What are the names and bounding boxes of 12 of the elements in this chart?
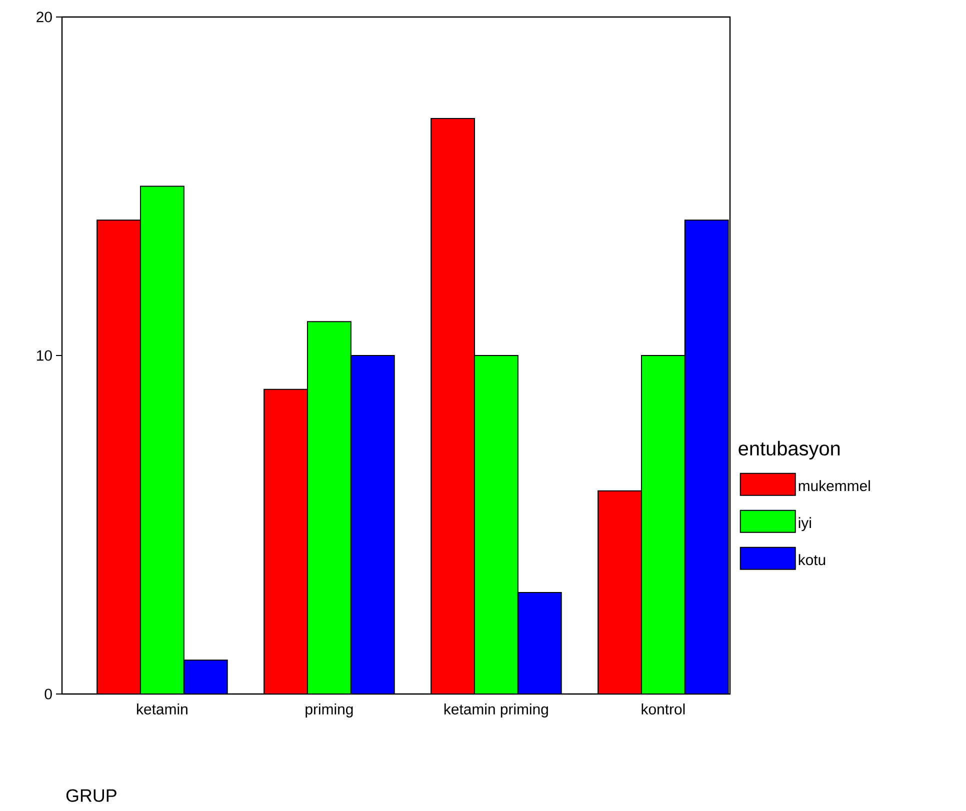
legend-label: iyi (798, 517, 811, 532)
y-tick-label: 20 (36, 12, 52, 22)
y-tick-label: 10 (37, 350, 52, 361)
x-axis-title: GRUP (66, 789, 116, 802)
x-tick-label: ketamin (137, 704, 188, 714)
x-tick-label: priming (306, 704, 353, 718)
legend-title: entubasyon (738, 440, 840, 460)
y-tick-label: 0 (44, 688, 52, 700)
legend-label: mukemmel (798, 480, 870, 492)
x-tick-label: ketamin priming (444, 704, 548, 718)
legend-label: kotu (798, 554, 826, 566)
x-tick-label: kontrol (642, 704, 685, 714)
